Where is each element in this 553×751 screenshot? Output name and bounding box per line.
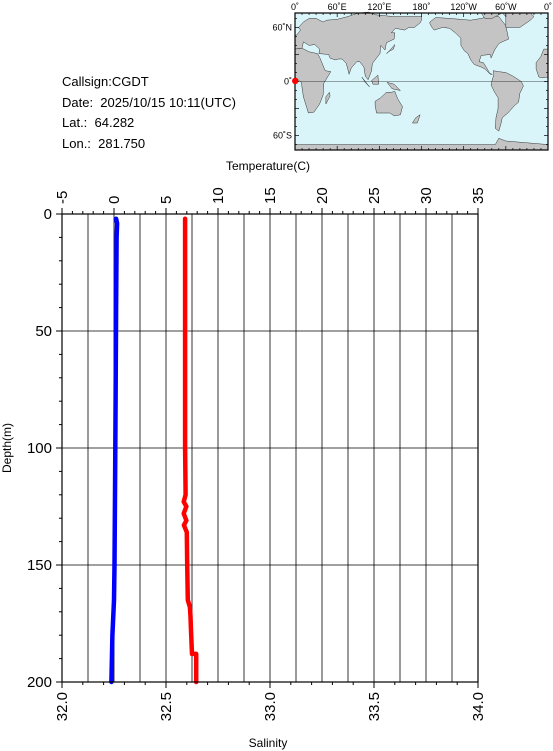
series-layer [109,216,199,685]
temperature-profile-line [109,216,120,685]
land-africa-east [294,47,332,114]
latitude-text: Lat.: 64.282 [62,115,135,130]
depth-tick-label: 150 [27,557,52,574]
map-latitude-label: 60˚N [272,22,292,32]
salinity-tick-label: 34.0 [470,692,487,721]
longitude-text: Lon.: 281.750 [62,135,146,151]
salinity-profile-line [181,216,199,685]
land-japan [386,44,396,54]
land-africa-west [535,48,549,79]
bottom-axis-title: Salinity [249,736,288,750]
depth-tick-label: 50 [35,323,52,340]
depth-tick-label: 200 [27,674,52,691]
salinity-tick-label: 32.0 [54,692,71,721]
temperature-tick-label: 10 [210,187,227,204]
map-longitude-label: 60˚W [495,2,517,12]
salinity-tick-label: 33.0 [262,692,279,721]
temperature-tick-label: 5 [158,196,175,204]
callsign-text: Callsign:CGDT [62,74,149,89]
land-madagascar [325,91,331,105]
land-australia [374,91,403,117]
temperature-tick-label: 35 [470,187,487,204]
temperature-tick-label: 0 [106,196,123,204]
station-marker [291,77,299,85]
salinity-tick-label: 33.5 [366,692,383,721]
temperature-tick-label: 15 [262,187,279,204]
land-sumatra [361,76,370,88]
temperature-tick-label: 30 [418,187,435,204]
land-new-guinea [386,81,402,91]
depth-tick-label: 100 [27,440,52,457]
land-eurasia [294,11,422,81]
land-new-zealand [411,114,421,124]
station-info: Callsign:CGDT Date: 2025/10/15 10:11(UTC… [62,72,236,154]
map-longitude-label: 120˚W [450,2,477,12]
map-longitude-label: 0˚ [544,2,552,12]
map-latitude-label: 0˚ [284,77,292,87]
land-south-america [490,70,524,132]
top-axis-title: Temperature(C) [226,159,310,173]
map-longitude-label: 0˚ [291,2,299,12]
temperature-tick-label: -5 [54,191,71,204]
temperature-tick-label: 20 [314,187,331,204]
temperature-tick-label: 25 [366,187,383,204]
salinity-tick-label: 32.5 [158,692,175,721]
date-text: Date: 2025/10/15 10:11(UTC) [62,94,236,110]
depth-tick-label: 0 [44,206,52,223]
map-latitude-label: 60˚S [273,131,292,141]
map-longitude-label: 120˚E [367,2,391,12]
land-borneo [371,74,379,85]
map-longitude-label: 180˚ [412,2,430,12]
map-longitude-label: 60˚E [328,2,347,12]
left-axis-title: Depth(m) [0,423,14,473]
